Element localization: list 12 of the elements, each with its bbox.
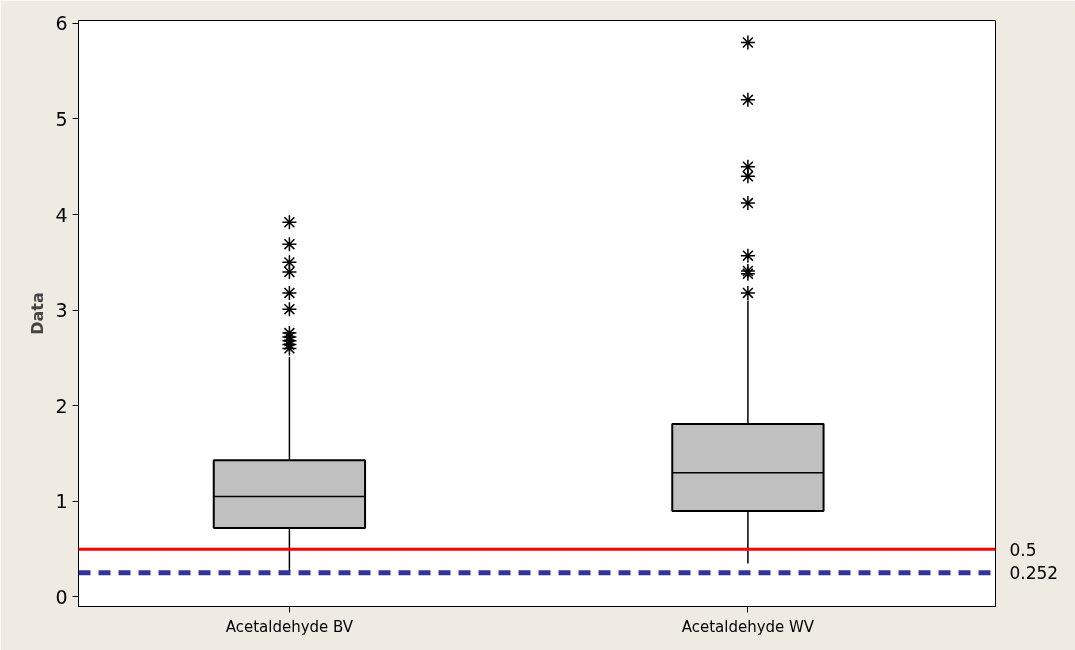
ref-line-label: 0.5	[1009, 539, 1037, 560]
y-tick-label: 1	[55, 490, 68, 513]
ref-line-label: 0.252	[1009, 563, 1059, 584]
x-tick-label: Acetaldehyde BV	[225, 617, 354, 636]
y-tick-label: 0	[55, 585, 68, 608]
y-tick-label: 3	[55, 299, 68, 322]
y-tick-label: 2	[55, 394, 68, 417]
x-tick-label: Acetaldehyde WV	[681, 617, 815, 636]
y-tick-label: 6	[55, 12, 68, 35]
y-tick-label: 5	[55, 107, 68, 130]
y-axis-title: Data	[28, 292, 48, 335]
y-tick-label: 4	[55, 203, 68, 226]
